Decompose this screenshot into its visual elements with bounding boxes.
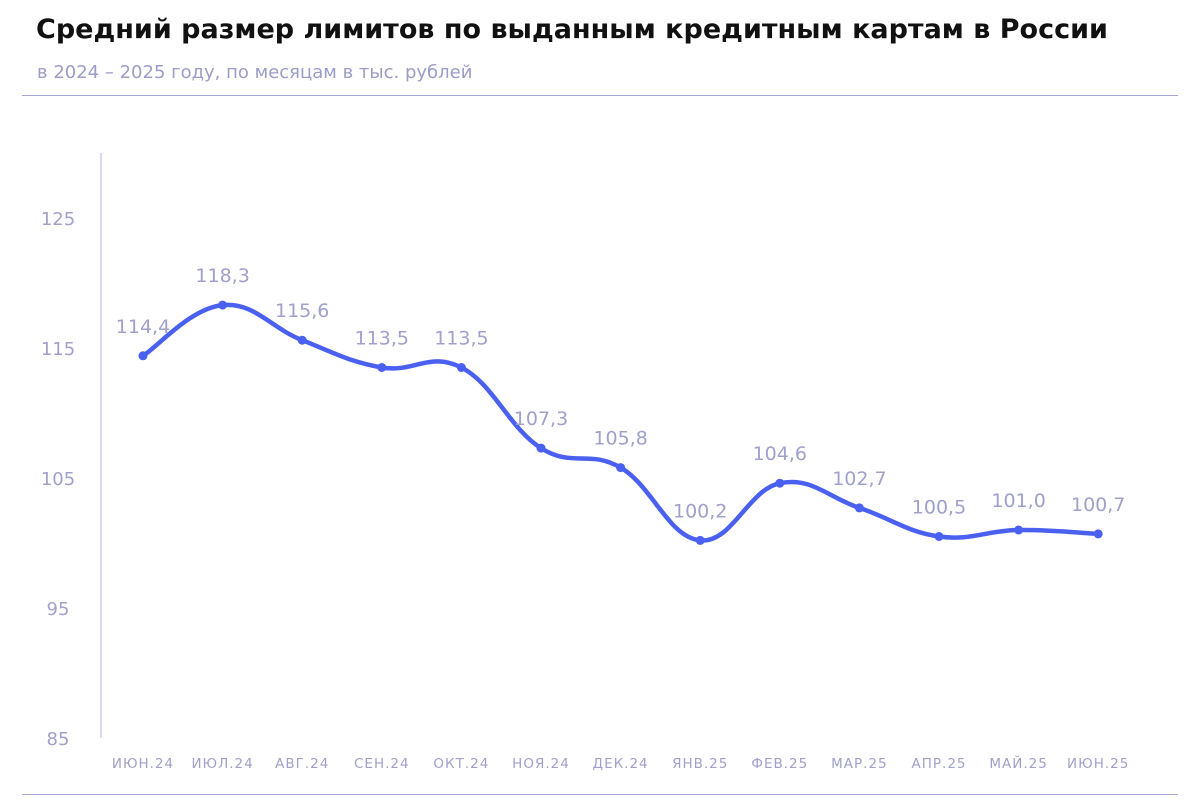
data-point [297,335,307,345]
data-label: 100,2 [673,500,727,522]
x-tick-label: ЯНВ.25 [672,756,728,772]
y-tick-label: 105 [41,469,75,490]
x-tick-label: МАЙ.25 [989,754,1047,772]
x-tick-label: ИЮН.25 [1067,756,1129,772]
x-tick-label: МАР.25 [831,756,888,772]
data-label: 115,6 [275,300,329,322]
x-tick-label: ИЮЛ.24 [191,756,253,772]
x-tick-label: АПР.25 [912,756,967,772]
header-divider [22,95,1178,96]
data-point [1093,529,1103,539]
chart-title: Средний размер лимитов по выданным креди… [36,14,1108,45]
data-point [218,300,228,310]
data-label: 105,8 [593,428,647,450]
y-tick-label: 95 [47,599,70,620]
x-tick-label: ДЕК.24 [593,756,649,772]
chart-subtitle: в 2024 – 2025 году, по месяцам в тыс. ру… [37,62,473,83]
data-label: 101,0 [991,490,1045,512]
data-label: 102,7 [832,468,886,490]
footer-divider [22,794,1178,795]
data-point [377,363,387,372]
data-point [616,463,626,473]
x-tick-label: ОКТ.24 [433,756,489,772]
data-point [138,351,148,361]
data-label: 113,5 [434,328,488,350]
data-label: 114,4 [116,316,170,338]
data-label: 104,6 [753,443,807,465]
data-point [536,443,546,453]
data-label: 118,3 [195,265,249,287]
y-tick-label: 115 [41,339,75,360]
x-tick-label: ИЮН.24 [112,756,174,772]
x-tick-label: АВГ.24 [275,756,329,772]
data-label: 107,3 [514,408,568,430]
data-point [854,503,864,513]
x-tick-label: НОЯ.24 [512,756,570,772]
data-point [934,532,944,541]
y-tick-label: 85 [47,729,70,750]
data-point [456,363,466,372]
x-tick-label: СЕН.24 [354,756,410,772]
data-label: 113,5 [355,328,409,350]
data-label: 100,5 [912,497,966,519]
data-point [775,478,785,488]
data-label: 100,7 [1071,494,1125,516]
x-tick-label: ФЕВ.25 [751,756,808,772]
data-point [1014,525,1024,535]
data-point [695,535,705,545]
y-tick-label: 125 [41,209,75,230]
